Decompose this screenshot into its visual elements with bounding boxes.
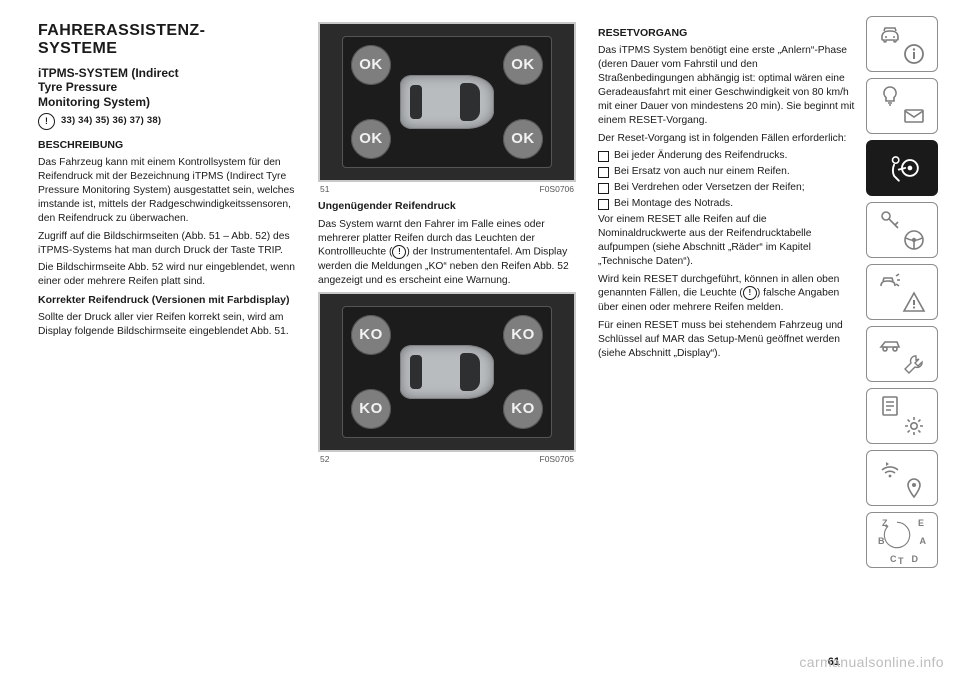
- info-icon: !: [38, 113, 55, 130]
- h2-line-2: Tyre Pressure: [38, 80, 117, 94]
- map-pin-icon: [902, 476, 926, 500]
- footnote-refs: ! 33) 34) 35) 36) 37) 38): [38, 113, 296, 130]
- manual-page: FAHRERASSISTENZ- SYSTEME iTPMS-SYSTEM (I…: [0, 0, 960, 678]
- letter: E: [918, 518, 924, 528]
- list-item: Bei Montage des Notrads.: [598, 197, 856, 211]
- figure-number: 51: [320, 184, 329, 195]
- tyre-badge-fr: OK: [503, 45, 543, 85]
- tab-multimedia[interactable]: [866, 450, 938, 506]
- column-1: FAHRERASSISTENZ- SYSTEME iTPMS-SYSTEM (I…: [38, 22, 296, 469]
- figure-caption: 51 F0S0706: [318, 184, 576, 195]
- figure-frame: KO KO KO KO: [318, 292, 576, 452]
- display-screen: KO KO KO KO: [342, 306, 552, 438]
- reset-cases-list: Bei jeder Änderung des Reifendrucks. Bei…: [598, 149, 856, 211]
- tab-maintenance[interactable]: [866, 326, 938, 382]
- figure-caption: 52 F0S0705: [318, 454, 576, 465]
- list-item: Bei jeder Änderung des Reifendrucks.: [598, 149, 856, 163]
- wrench-icon: [902, 352, 926, 376]
- tab-vehicle-info[interactable]: [866, 16, 938, 72]
- car-icon: [400, 345, 494, 399]
- column-2: OK OK OK OK 51 F0S0706 Ungenügender Reif…: [318, 22, 576, 469]
- tab-lights-messages[interactable]: [866, 78, 938, 134]
- tyre-badge-rr: KO: [503, 389, 543, 429]
- paragraph: Vor einem RESET alle Reifen auf die Nomi…: [598, 213, 856, 269]
- warning-lamp-icon: !: [743, 286, 757, 300]
- list-item: Bei Verdrehen oder Versetzen der Reifen;: [598, 181, 856, 195]
- tab-emergency[interactable]: [866, 264, 938, 320]
- warning-triangle-icon: [902, 290, 926, 314]
- tab-tech-data[interactable]: [866, 388, 938, 444]
- paragraph: Das System warnt den Fahrer im Falle ein…: [318, 218, 576, 288]
- tyre-badge-rl: KO: [351, 389, 391, 429]
- letter: T: [898, 556, 904, 566]
- tab-index[interactable]: Z E B A C D T: [866, 512, 938, 568]
- key-icon: [878, 208, 902, 232]
- paragraph: Wird kein RESET durchgeführt, können in …: [598, 273, 856, 315]
- watermark: carmanualsonline.info: [799, 654, 944, 670]
- alphabet-ring-icon: Z E B A C D T: [878, 516, 926, 564]
- letter: B: [878, 536, 885, 546]
- paragraph: Das Fahrzeug kann mit einem Kontrollsyst…: [38, 156, 296, 225]
- section-title: FAHRERASSISTENZ- SYSTEME: [38, 22, 296, 58]
- tyre-badge-rr: OK: [503, 119, 543, 159]
- paragraph: Für einen RESET muss bei stehendem Fahrz…: [598, 319, 856, 361]
- text-columns: FAHRERASSISTENZ- SYSTEME iTPMS-SYSTEM (I…: [38, 22, 960, 469]
- h2-line-1: iTPMS-SYSTEM (Indirect: [38, 66, 179, 80]
- letter: C: [890, 554, 897, 564]
- figure-ref: F0S0706: [540, 184, 575, 195]
- tyre-badge-fr: KO: [503, 315, 543, 355]
- chapter-tabs: Z E B A C D T: [866, 16, 938, 568]
- tyre-badge-rl: OK: [351, 119, 391, 159]
- figure-51: OK OK OK OK 51 F0S0706: [318, 22, 576, 195]
- reset-heading: RESETVORGANG: [598, 26, 856, 40]
- car-icon: [400, 75, 494, 129]
- car-crash-icon: [878, 270, 902, 294]
- car-front-icon: [878, 22, 902, 46]
- tyre-badge-fl: OK: [351, 45, 391, 85]
- paragraph: Sollte der Druck aller vier Reifen korre…: [38, 311, 296, 339]
- h2-line-3: Monitoring System): [38, 95, 150, 109]
- envelope-icon: [902, 104, 926, 128]
- document-icon: [878, 394, 902, 418]
- svg-text:!: !: [45, 116, 48, 126]
- figure-52: KO KO KO KO 52 F0S0705: [318, 292, 576, 465]
- desc-heading: BESCHREIBUNG: [38, 138, 296, 152]
- correct-pressure-heading: Korrekter Reifendruck (Versionen mit Far…: [38, 293, 296, 307]
- wifi-audio-icon: [878, 456, 902, 480]
- tyre-status-grid: KO KO KO KO: [343, 307, 551, 437]
- figure-number: 52: [320, 454, 329, 465]
- tab-starting-driving[interactable]: [866, 202, 938, 258]
- tab-safety[interactable]: [866, 140, 938, 196]
- list-item: Bei Ersatz von auch nur einem Reifen.: [598, 165, 856, 179]
- letter: Z: [882, 518, 888, 528]
- gear-icon: [902, 414, 926, 438]
- tyre-badge-fl: KO: [351, 315, 391, 355]
- itpms-heading: iTPMS-SYSTEM (Indirect Tyre Pressure Mon…: [38, 66, 296, 109]
- paragraph: Das iTPMS System benötigt eine erste „An…: [598, 44, 856, 127]
- letter: A: [920, 536, 927, 546]
- display-screen: OK OK OK OK: [342, 36, 552, 168]
- info-circle-icon: [902, 42, 926, 66]
- title-line-2: SYSTEME: [38, 40, 117, 57]
- car-side-icon: [878, 332, 902, 356]
- airbag-icon: [883, 149, 921, 187]
- paragraph: Der Reset-Vorgang ist in folgenden Fälle…: [598, 132, 856, 146]
- footnote-codes: 33) 34) 35) 36) 37) 38): [61, 115, 161, 128]
- figure-ref: F0S0705: [540, 454, 575, 465]
- column-3: RESETVORGANG Das iTPMS System benötigt e…: [598, 22, 856, 469]
- steering-wheel-icon: [902, 228, 926, 252]
- paragraph: Zugriff auf die Bildschirmseiten (Abb. 5…: [38, 230, 296, 258]
- tyre-status-grid: OK OK OK OK: [343, 37, 551, 167]
- figure-frame: OK OK OK OK: [318, 22, 576, 182]
- insufficient-heading: Ungenügender Reifendruck: [318, 199, 576, 213]
- letter: D: [912, 554, 919, 564]
- title-line-1: FAHRERASSISTENZ-: [38, 22, 205, 39]
- warning-lamp-icon: !: [392, 245, 406, 259]
- bulb-icon: [878, 84, 902, 108]
- paragraph: Die Bildschirmseite Abb. 52 wird nur ein…: [38, 261, 296, 289]
